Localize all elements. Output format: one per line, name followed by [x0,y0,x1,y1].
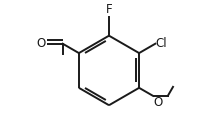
Text: O: O [37,37,46,50]
Text: O: O [153,96,162,109]
Text: Cl: Cl [156,37,167,50]
Text: F: F [106,3,112,16]
